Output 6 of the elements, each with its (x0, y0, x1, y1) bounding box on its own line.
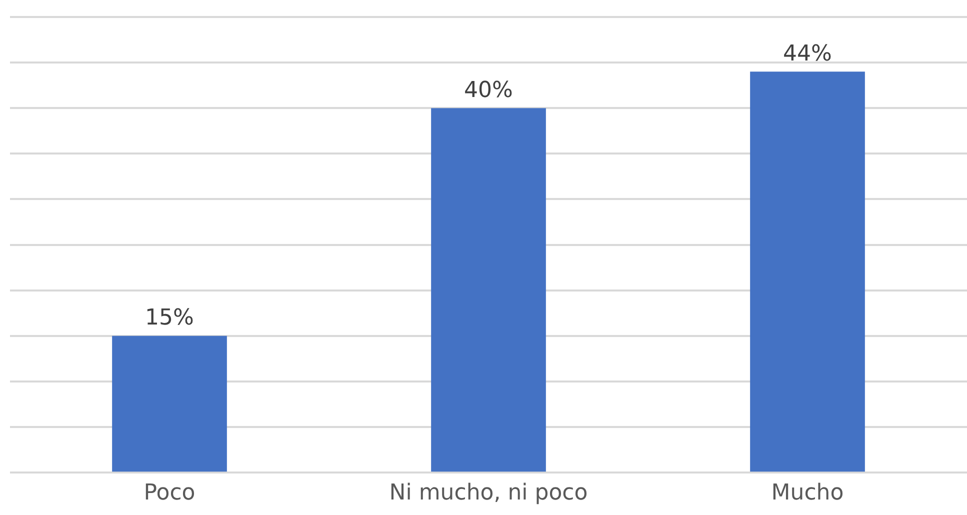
x-tick-label: Ni mucho, ni poco (389, 480, 588, 506)
data-label: 40% (464, 78, 513, 103)
data-label: 15% (145, 306, 194, 331)
x-tick-label: Mucho (771, 480, 844, 506)
data-label: 44% (783, 41, 832, 66)
x-tick-label: Poco (144, 480, 196, 506)
